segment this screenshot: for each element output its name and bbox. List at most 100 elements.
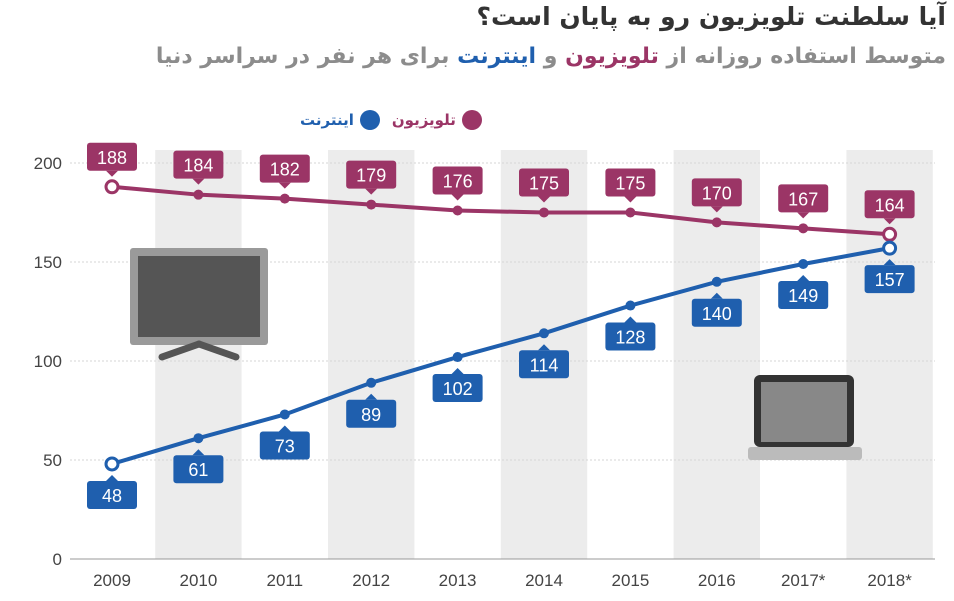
data-label-pointer <box>883 218 896 225</box>
chart-title: آیا سلطنت تلویزیون رو به پایان است؟ <box>476 2 946 31</box>
data-label-text: 176 <box>443 172 473 192</box>
x-tick-label: 2011 <box>267 571 304 590</box>
x-tick-label: 2012 <box>352 571 390 590</box>
data-point <box>798 223 809 234</box>
data-point <box>193 433 204 444</box>
data-point <box>798 258 809 269</box>
data-point <box>711 217 722 228</box>
data-label-text: 157 <box>875 270 905 290</box>
y-tick-label: 100 <box>34 352 62 371</box>
data-label-box <box>259 154 310 183</box>
data-label-box <box>605 168 656 197</box>
data-label-box <box>259 431 310 460</box>
subtitle-text: متوسط استفاده روزانه از <box>658 44 946 69</box>
data-label: 149 <box>778 274 829 309</box>
data-label-pointer <box>797 274 810 281</box>
data-label-pointer <box>797 212 810 219</box>
data-point <box>882 226 898 242</box>
y-tick-label: 150 <box>34 253 62 272</box>
data-label-pointer <box>451 368 464 375</box>
data-label-pointer <box>624 196 637 203</box>
data-label: 164 <box>864 190 915 225</box>
legend-swatch-tv <box>461 110 482 130</box>
data-label: 73 <box>259 425 310 460</box>
data-label-box <box>691 298 742 327</box>
tv-icon <box>130 248 268 361</box>
legend-swatch-internet <box>359 110 380 130</box>
data-label-box <box>519 168 569 197</box>
data-label: 175 <box>605 168 656 203</box>
data-label-pointer <box>278 182 291 189</box>
data-point <box>625 300 636 311</box>
data-label-text: 164 <box>875 195 905 215</box>
data-label-box <box>864 190 915 219</box>
data-label: 61 <box>173 449 224 484</box>
data-point <box>625 207 636 218</box>
y-tick-label: 50 <box>43 451 62 470</box>
chart-subtitle: متوسط استفاده روزانه از تلویزیون و اینتر… <box>156 44 946 69</box>
x-tick-label: 2010 <box>179 571 217 590</box>
data-label-pointer <box>883 259 896 266</box>
data-label-box <box>432 374 483 403</box>
data-label: 176 <box>432 166 483 201</box>
data-point <box>366 199 377 210</box>
data-point <box>711 276 722 287</box>
data-label-box <box>87 480 137 509</box>
data-label-pointer <box>365 393 378 400</box>
data-label-box <box>87 142 137 171</box>
data-label-box <box>864 265 915 294</box>
data-label-text: 175 <box>615 174 645 194</box>
legend-label-tv: تلویزیون <box>391 111 456 129</box>
data-point <box>104 179 120 195</box>
data-label-text: 149 <box>788 286 818 306</box>
laptop-base <box>748 447 862 460</box>
data-point <box>104 456 120 472</box>
data-point <box>366 377 377 388</box>
data-label: 188 <box>87 142 137 177</box>
data-label-text: 73 <box>275 436 295 456</box>
data-label-text: 89 <box>361 405 381 425</box>
tv-screen <box>138 256 260 337</box>
legend-item-internet: اینترنت <box>300 110 380 130</box>
data-label-text: 114 <box>530 355 559 375</box>
legend: تلویزیون اینترنت <box>300 110 482 130</box>
laptop-icon <box>748 375 862 460</box>
data-label-pointer <box>538 196 550 203</box>
data-label-text: 188 <box>97 148 127 168</box>
data-label-box <box>778 280 829 309</box>
data-label-pointer <box>192 178 205 185</box>
data-label-pointer <box>710 206 723 213</box>
data-point <box>539 328 549 339</box>
data-label: 184 <box>173 150 224 185</box>
x-tick-label: 2014 <box>525 571 563 590</box>
data-label: 89 <box>346 393 397 428</box>
series-line <box>111 246 890 466</box>
data-label: 140 <box>691 292 742 327</box>
data-point <box>279 409 290 420</box>
column-band <box>328 150 415 559</box>
data-label-text: 61 <box>188 460 208 480</box>
data-label: 128 <box>605 316 656 351</box>
data-label-box <box>173 150 224 179</box>
data-label-text: 167 <box>788 189 818 209</box>
data-label: 179 <box>346 160 397 195</box>
data-label-box <box>605 322 656 351</box>
data-label-box <box>432 166 483 195</box>
subtitle-and: و <box>536 44 566 69</box>
data-label-box <box>346 160 397 189</box>
data-label-pointer <box>710 292 723 299</box>
data-label-pointer <box>278 425 291 432</box>
data-point <box>452 205 463 216</box>
subtitle-internet: اینترنت <box>457 44 537 69</box>
x-tick-label: 2017* <box>781 571 826 590</box>
data-point <box>882 240 898 256</box>
data-label: 102 <box>432 368 483 403</box>
x-tick-label: 2016 <box>698 571 736 590</box>
data-label: 175 <box>519 168 569 203</box>
data-label-box <box>173 455 224 484</box>
y-tick-label: 200 <box>34 154 62 173</box>
data-label-pointer <box>106 170 118 177</box>
data-label-pointer <box>365 188 378 195</box>
data-label: 170 <box>691 178 742 213</box>
